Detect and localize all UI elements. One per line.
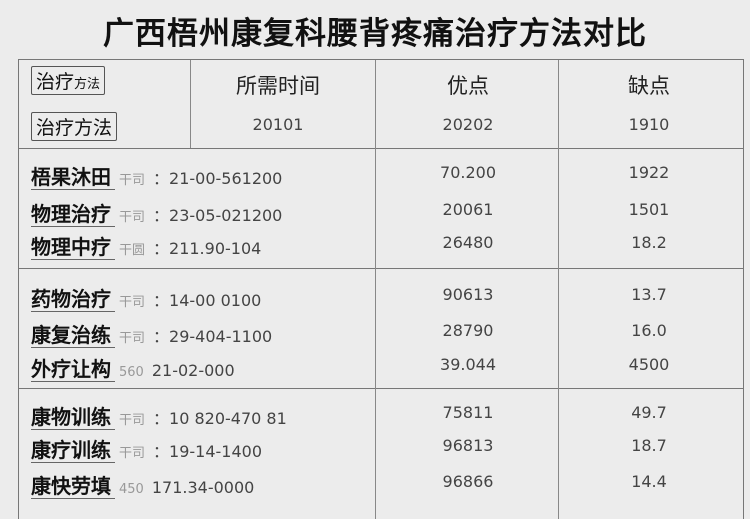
cons-value: 14.4 [631,472,667,491]
method-label: 物理中疗 [31,235,115,260]
method-label: 康物训练 [31,405,115,430]
header-value-cons: 1910 [628,115,670,134]
time-prefix: 干司 [119,331,146,346]
table-row: 物理治疗 干司 ：23-05-021200 [31,198,282,227]
time-value: ：29-404-1100 [153,327,273,346]
method-label: 康快劳填 [31,474,115,499]
pros-value: 28790 [442,321,494,340]
time-value: ：10 820-470 81 [153,409,287,428]
time-value: ：14-00 0100 [153,291,262,310]
cons-value: 18.7 [631,436,667,455]
time-prefix: 干圆 [119,243,146,258]
method-label: 物理治疗 [31,202,115,227]
header-method-label-2: 治疗方法 [31,112,118,141]
column-header-cons: 缺点 [628,74,670,98]
cons-value: 16.0 [631,321,667,340]
pros-value: 70.200 [440,163,496,182]
cons-value: 18.2 [631,233,667,252]
time-prefix: 干司 [119,210,146,225]
time-value: ：21-00-561200 [153,169,283,188]
header-method-subtext: 方法 [74,77,101,92]
cons-value: 49.7 [631,403,667,422]
row-divider [19,268,743,269]
column-divider [375,60,376,519]
column-header-pros: 优点 [447,74,489,98]
time-value: 21-02-000 [151,361,235,380]
pros-value: 26480 [442,233,494,252]
column-divider [558,60,559,519]
time-value: ：23-05-021200 [153,206,283,225]
method-label: 外疗让构 [31,357,115,382]
cons-value: 13.7 [631,285,667,304]
time-prefix: 干司 [119,173,146,188]
time-prefix: 干司 [119,413,146,428]
time-prefix: 450 [119,482,144,497]
time-value: ：211.90-104 [153,239,262,258]
table-row: 康复治练 干司 ：29-404-1100 [31,319,272,348]
header-method-text: 治疗 [36,71,75,93]
pros-value: 75811 [442,403,494,422]
table-row: 康物训练 干司 ：10 820-470 81 [31,401,287,430]
page-title: 广西梧州康复科腰背疼痛治疗方法对比 [103,16,647,52]
method-label: 康疗训练 [31,438,115,463]
method-label: 梧果沐田 [31,165,115,190]
pros-value: 39.044 [440,355,496,374]
time-prefix: 干司 [119,446,146,461]
header-method-label: 治疗方法 [31,66,106,95]
header-value-pros: 20202 [442,115,494,134]
method-label: 药物治疗 [31,287,115,312]
table-row: 物理中疗 干圆 ：211.90-104 [31,231,261,260]
row-divider [19,148,743,149]
cons-value: 1501 [628,200,670,219]
pros-value: 20061 [442,200,494,219]
comparison-table: 治疗方法 治疗方法 所需时间 优点 缺点 20101 20202 1910 梧果… [18,59,744,519]
cons-value: 4500 [628,355,670,374]
pros-value: 96866 [442,472,494,491]
time-prefix: 560 [119,365,144,380]
table-row: 康快劳填 450 171.34-0000 [31,470,254,499]
table-row: 康疗训练 干司 ：19-14-1400 [31,434,262,463]
table-row: 梧果沐田 干司 ：21-00-561200 [31,161,282,190]
time-value: ：19-14-1400 [153,442,263,461]
pros-value: 90613 [442,285,494,304]
column-divider [190,60,191,148]
table-row: 外疗让构 560 21-02-000 [31,353,235,382]
cons-value: 1922 [628,163,670,182]
table-row: 药物治疗 干司 ：14-00 0100 [31,283,261,312]
header-value-time: 20101 [252,115,304,134]
time-value: 171.34-0000 [151,478,255,497]
column-header-time: 所需时间 [236,74,320,98]
row-divider [19,388,743,389]
time-prefix: 干司 [119,295,146,310]
method-label: 康复治练 [31,323,115,348]
pros-value: 96813 [442,436,494,455]
